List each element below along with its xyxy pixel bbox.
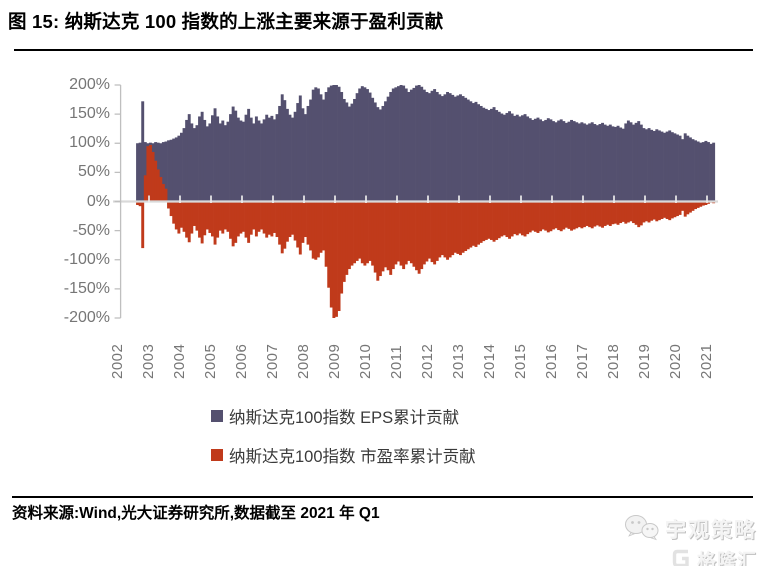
x-axis-tick-label: 2007 (264, 343, 281, 379)
legend-label: 纳斯达克100指数 EPS累计贡献 (229, 409, 460, 427)
x-axis-tick-label: 2009 (326, 343, 343, 379)
bar-series-group (136, 85, 716, 318)
source-note: 资料来源:Wind,光大证券研究所,数据截至 2021 年 Q1 (12, 505, 380, 522)
pe-bars (136, 145, 716, 318)
chart-legend: 纳斯达克100指数 EPS累计贡献 纳斯达克100指数 市盈率累计贡献 (211, 404, 476, 482)
y-axis-tick-label: 100% (69, 134, 110, 152)
y-axis-tick-label: 200% (69, 76, 110, 93)
x-axis-tick-label: 2020 (667, 343, 684, 379)
gelonghui-g-logo-icon (671, 548, 692, 566)
y-axis-tick-label: 0% (86, 192, 110, 210)
y-axis-tick-label: 50% (77, 163, 110, 181)
x-axis-tick-label: 2003 (140, 343, 157, 379)
x-axis-tick-label: 2013 (450, 343, 467, 379)
y-axis-tick-label: -200% (63, 309, 110, 326)
x-axis-tick-label: 2014 (481, 343, 498, 379)
legend-swatch-icon (211, 449, 223, 461)
x-axis-tick-label: 2011 (388, 344, 405, 379)
y-axis-tick-label: -100% (63, 250, 110, 268)
y-axis-tick-label: 150% (69, 105, 110, 123)
wechat-bubbles-icon (624, 514, 660, 548)
legend-label: 纳斯达克100指数 市盈率累计贡献 (229, 448, 476, 466)
x-axis-tick-label: 2016 (543, 343, 560, 379)
x-axis-tick-label: 2005 (202, 343, 219, 379)
x-axis-tick-label: 2010 (357, 343, 374, 379)
y-axis-tick-label: -50% (72, 221, 110, 239)
legend-item: 纳斯达克100指数 EPS累计贡献 (211, 404, 476, 428)
legend-item: 纳斯达克100指数 市盈率累计贡献 (211, 443, 476, 467)
watermark: 宇观策略 格隆汇 (624, 514, 757, 566)
x-axis-tick-label: 2012 (419, 343, 436, 379)
x-axis-tick-label: 2008 (295, 343, 312, 379)
y-axis-tick-label: -150% (63, 279, 110, 297)
x-axis-tick-label: 2019 (636, 343, 653, 379)
x-axis-tick-label: 2004 (171, 343, 188, 379)
bar-chart-plot (113, 84, 718, 319)
x-axis-tick-label: 2018 (605, 343, 622, 379)
watermark-brand-text: 宇观策略 (665, 519, 757, 542)
x-axis-tick-label: 2015 (512, 343, 529, 379)
eps-bars (136, 85, 716, 202)
x-axis-tick-label: 2006 (233, 343, 250, 379)
footer-divider (12, 496, 753, 498)
legend-swatch-icon (211, 410, 223, 422)
figure-title: 图 15: 纳斯达克 100 指数的上涨主要来源于盈利贡献 (8, 11, 444, 32)
x-axis-tick-label: 2002 (109, 343, 126, 379)
title-divider (14, 49, 753, 51)
watermark-platform-text: 格隆汇 (696, 551, 757, 566)
x-axis-tick-label: 2017 (574, 343, 591, 379)
x-axis-tick-label: 2021 (698, 343, 715, 379)
